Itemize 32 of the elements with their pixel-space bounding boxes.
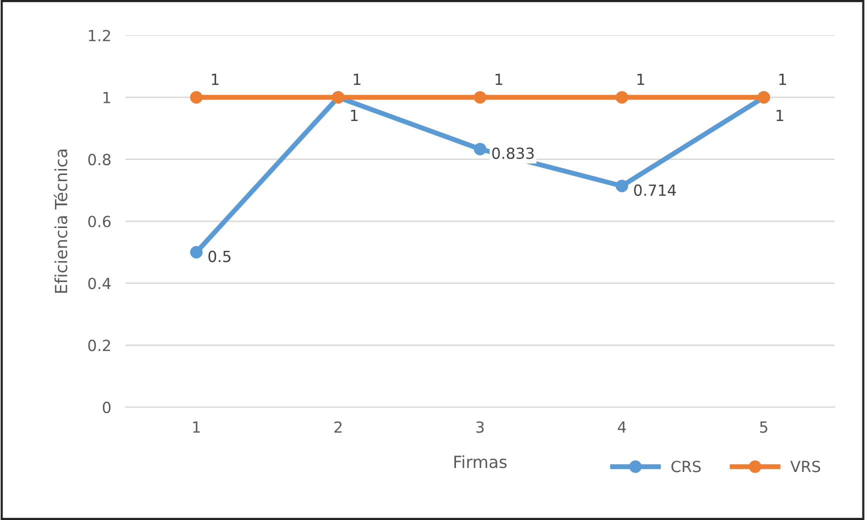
data-label: 0.833 xyxy=(492,148,534,160)
data-label: 0.714 xyxy=(634,184,676,196)
point xyxy=(190,91,203,104)
x-tick-label: 1 xyxy=(193,422,200,433)
legend-label: VRS xyxy=(790,460,820,472)
y-tick-label: 0.8 xyxy=(88,154,110,166)
x-tick-label: 4 xyxy=(618,422,626,433)
x-axis-title: Firmas xyxy=(454,455,507,468)
data-label: 1 xyxy=(351,110,358,121)
x-tick-label: 3 xyxy=(476,421,484,433)
y-tick-label: 0.4 xyxy=(88,278,111,290)
y-tick-label: 0.2 xyxy=(88,340,110,352)
y-tick-label: 0.6 xyxy=(88,216,111,228)
y-axis-title: Eficiencia Técnica xyxy=(54,150,68,293)
x-tick-label: 5 xyxy=(760,422,768,433)
data-label: 1 xyxy=(638,74,644,85)
data-label: 1 xyxy=(354,74,360,85)
point xyxy=(616,91,628,104)
data-label: 1 xyxy=(779,74,786,85)
point xyxy=(474,91,486,104)
point xyxy=(190,246,203,258)
x-tick-label: 2 xyxy=(334,421,342,433)
y-tick-label: 1.2 xyxy=(88,30,110,42)
data-label: 1 xyxy=(496,74,502,85)
y-tick-label: 0 xyxy=(102,402,111,414)
y-tick-label: 1 xyxy=(103,92,110,104)
legend-label: CRS xyxy=(671,460,701,472)
point xyxy=(616,180,628,192)
data-label: 0.5 xyxy=(208,250,230,262)
data-label: 1 xyxy=(776,110,784,121)
data-label: 1 xyxy=(212,74,219,85)
point xyxy=(474,142,486,156)
